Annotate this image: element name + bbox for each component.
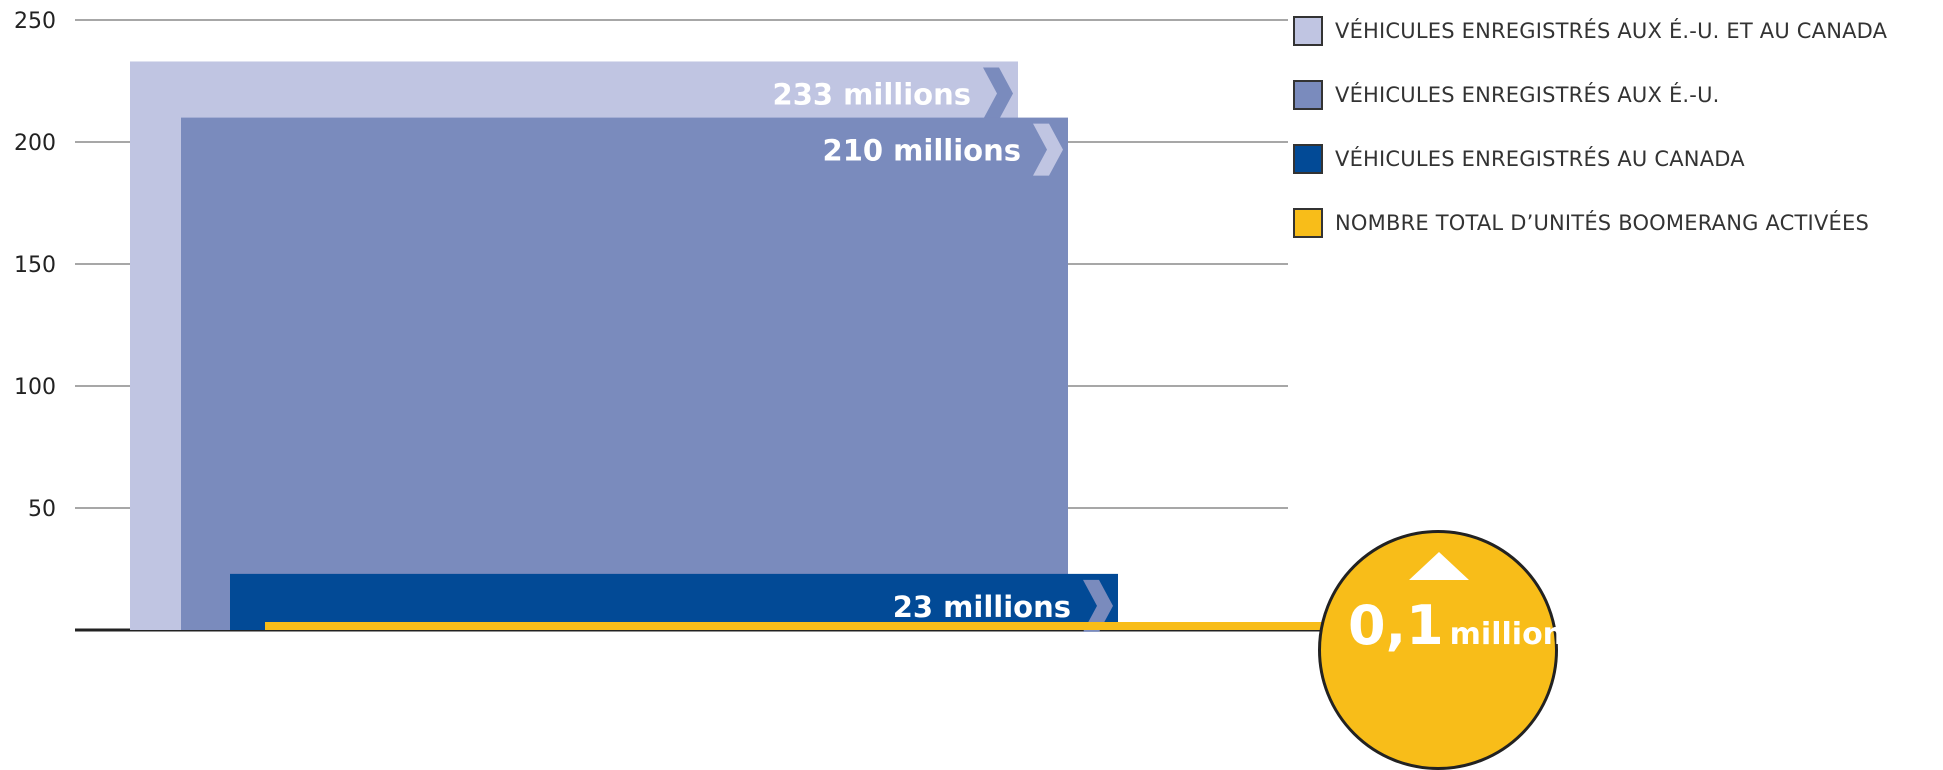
bar-value-label-1: 210 millions <box>823 134 1021 168</box>
legend-swatch-us <box>1293 80 1323 110</box>
y-tick-label-50: 50 <box>28 497 56 522</box>
legend-swatch-canada <box>1293 144 1323 174</box>
legend-label-boomerang: NOMBRE TOTAL D’UNITÉS BOOMERANG ACTIVÉES <box>1335 211 1869 235</box>
legend-label-us: VÉHICULES ENREGISTRÉS AUX É.-U. <box>1335 83 1720 107</box>
bar-chart: 250 200 150 100 50 233 millions 210 millions 23… <box>14 9 1335 632</box>
legend-item-boomerang: NOMBRE TOTAL D’UNITÉS BOOMERANG ACTIVÉES <box>1293 206 1887 240</box>
boomerang-value-number: 0,1 <box>1348 594 1444 657</box>
legend: VÉHICULES ENREGISTRÉS AUX É.-U. ET AU CA… <box>1293 14 1887 270</box>
bar-3 <box>265 622 1335 630</box>
chevron-right-icon-1 <box>1033 123 1063 176</box>
legend-item-us: VÉHICULES ENREGISTRÉS AUX É.-U. <box>1293 78 1887 112</box>
legend-swatch-us-canada <box>1293 16 1323 46</box>
bar-1 <box>181 117 1068 631</box>
bar-value-label-2: 23 millions <box>893 590 1071 624</box>
chevron-up-icon <box>1409 552 1469 580</box>
y-tick-label-200: 200 <box>14 131 56 156</box>
bar-value-label-0: 233 millions <box>773 77 971 111</box>
y-tick-label-150: 150 <box>14 253 56 278</box>
chevron-right-icon-2 <box>1083 579 1113 632</box>
legend-item-canada: VÉHICULES ENREGISTRÉS AU CANADA <box>1293 142 1887 176</box>
y-tick-label-100: 100 <box>14 375 56 400</box>
legend-item-us-canada: VÉHICULES ENREGISTRÉS AUX É.-U. ET AU CA… <box>1293 14 1887 48</box>
boomerang-value-unit: million <box>1449 617 1565 652</box>
legend-label-us-canada: VÉHICULES ENREGISTRÉS AUX É.-U. ET AU CA… <box>1335 19 1888 43</box>
y-tick-label-250: 250 <box>14 9 56 34</box>
legend-label-canada: VÉHICULES ENREGISTRÉS AU CANADA <box>1335 147 1745 171</box>
legend-swatch-boomerang <box>1293 208 1323 238</box>
boomerang-value-label: 0,1 million <box>1348 594 1564 657</box>
bar-2 <box>230 573 1118 630</box>
chevron-right-icon-0 <box>983 67 1013 120</box>
